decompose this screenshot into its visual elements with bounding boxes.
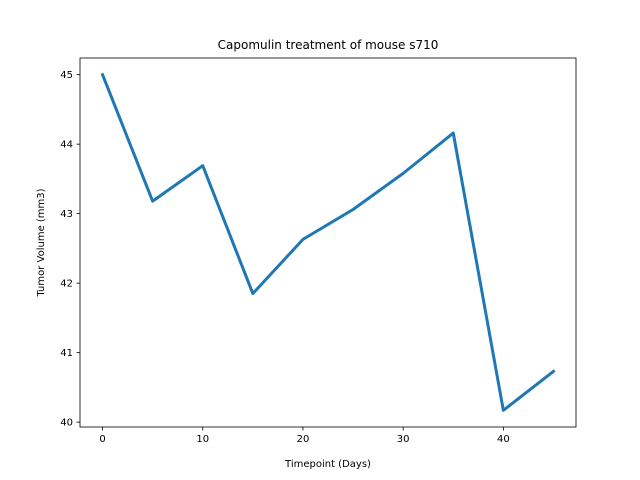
y-tick-label: 42	[60, 279, 73, 290]
x-tick-label: 30	[397, 434, 410, 445]
y-tick-label: 40	[60, 418, 73, 429]
x-axis-label: Timepoint (Days)	[284, 459, 371, 470]
plot-frame	[79, 57, 577, 428]
x-tick-label: 0	[99, 434, 105, 445]
y-tick-label: 41	[60, 348, 73, 359]
y-axis-label: Tumor Volume (mm3)	[36, 188, 47, 297]
chart-title: Capomulin treatment of mouse s710	[218, 38, 439, 52]
y-tick-label: 43	[60, 209, 73, 220]
x-tick-label: 10	[196, 434, 209, 445]
series-line-0	[100, 72, 556, 412]
y-tick-label: 45	[60, 70, 73, 81]
y-tick-label: 44	[60, 140, 73, 151]
plot-area	[80, 58, 576, 427]
x-tick-label: 20	[297, 434, 310, 445]
x-tick-label: 40	[497, 434, 510, 445]
y-axis-ticks: 40 41 42 43 44 45	[60, 70, 80, 429]
series-layer	[100, 72, 556, 412]
x-axis-ticks: 0 10 20 30 40	[99, 427, 510, 445]
